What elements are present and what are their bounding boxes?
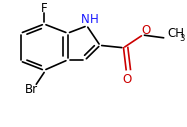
Text: H: H [90, 13, 98, 26]
Text: 3: 3 [180, 34, 185, 43]
Text: CH: CH [167, 27, 184, 40]
Text: O: O [122, 73, 132, 86]
Text: Br: Br [25, 83, 39, 96]
Text: F: F [41, 2, 47, 15]
Text: O: O [142, 24, 151, 37]
Text: N: N [81, 13, 90, 26]
